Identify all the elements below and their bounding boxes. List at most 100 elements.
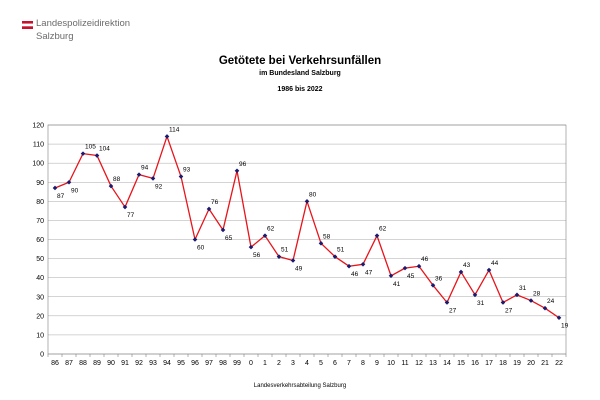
chart-title: Getötete bei Verkehrsunfällen (218, 55, 382, 67)
data-point (486, 267, 492, 273)
data-point (276, 254, 282, 259)
data-label: 87 (57, 193, 65, 200)
data-label: 56 (253, 252, 261, 259)
data-point (346, 263, 352, 269)
data-point (66, 179, 72, 185)
x-tick-label: 22 (555, 360, 563, 367)
data-point (248, 244, 254, 250)
y-tick-label: 110 (33, 142, 44, 149)
y-tick-label: 100 (32, 161, 44, 168)
data-label: 44 (491, 260, 499, 267)
x-tick-label: 94 (163, 360, 171, 367)
y-tick-label: 50 (36, 256, 44, 263)
x-tick-label: 13 (429, 360, 437, 367)
chart-period: 1986 bis 2022 (277, 86, 323, 93)
x-tick-label: 17 (485, 360, 493, 367)
series-line (54, 135, 560, 319)
data-label: 94 (141, 165, 149, 172)
x-tick-label: 0 (249, 360, 253, 367)
data-point (108, 183, 114, 189)
x-tick-label: 16 (471, 360, 479, 367)
x-tick-label: 91 (121, 360, 129, 367)
data-point (318, 241, 324, 246)
data-label: 31 (519, 285, 527, 292)
data-point (262, 233, 268, 238)
x-tick-label: 19 (513, 360, 521, 367)
data-label: 28 (533, 291, 541, 298)
y-tick-label: 90 (36, 180, 44, 187)
y-tick-label: 70 (36, 218, 44, 225)
data-label: 47 (365, 269, 373, 276)
organization-name: Landespolizeidirektion (36, 18, 131, 29)
x-tick-label: 97 (205, 360, 213, 367)
data-label: 88 (113, 176, 121, 183)
data-point (402, 265, 408, 271)
austria-flag-icon (22, 21, 33, 29)
x-tick-label: 11 (401, 360, 408, 367)
y-tick-label: 0 (40, 352, 44, 359)
plot-frame (47, 124, 567, 355)
x-tick-label: 95 (177, 360, 185, 367)
x-tick-label: 86 (51, 360, 59, 367)
x-tick-label: 15 (457, 360, 465, 367)
data-point (542, 305, 548, 311)
data-point (388, 273, 394, 279)
data-point (220, 227, 226, 233)
data-point (332, 254, 338, 259)
y-tick-label: 80 (36, 199, 44, 206)
x-tick-label: 5 (319, 360, 323, 367)
x-tick-label: 10 (387, 360, 395, 367)
data-point (360, 262, 366, 267)
data-point (556, 315, 562, 321)
data-label: 65 (225, 235, 233, 242)
data-point (444, 300, 450, 305)
x-tick-label: 20 (527, 360, 535, 367)
data-label: 27 (505, 307, 513, 314)
data-label: 114 (169, 126, 180, 133)
data-label: 41 (393, 281, 401, 288)
data-label: 49 (295, 265, 303, 272)
y-tick-label: 30 (36, 294, 44, 301)
data-label: 104 (99, 146, 110, 153)
data-point (94, 153, 100, 158)
data-point (164, 134, 170, 139)
data-label: 90 (71, 187, 79, 194)
y-tick-label: 20 (36, 313, 44, 320)
x-tick-label: 7 (347, 360, 351, 367)
data-point (500, 300, 506, 305)
data-label: 58 (323, 233, 331, 240)
data-label: 80 (309, 191, 317, 198)
y-tick-label: 40 (36, 275, 44, 282)
data-label: 76 (211, 199, 219, 206)
x-tick-label: 14 (443, 360, 451, 367)
data-point (122, 204, 128, 210)
data-point (416, 263, 422, 269)
data-label: 62 (379, 226, 387, 233)
data-point (514, 292, 520, 298)
data-point (528, 298, 534, 303)
data-label: 77 (127, 212, 135, 219)
x-tick-label: 88 (79, 360, 87, 367)
x-tick-label: 21 (541, 360, 549, 367)
x-tick-label: 1 (263, 360, 267, 367)
x-tick-label: 92 (135, 360, 143, 367)
data-label: 36 (435, 275, 443, 282)
x-tick-label: 12 (415, 360, 423, 367)
data-label: 19 (561, 323, 569, 330)
x-tick-label: 9 (375, 360, 379, 367)
x-tick-label: 90 (107, 360, 115, 367)
data-point (136, 172, 142, 177)
data-point (472, 292, 478, 298)
data-label: 27 (449, 307, 457, 314)
data-point (206, 206, 212, 212)
x-tick-label: 96 (191, 360, 199, 367)
data-point (430, 283, 436, 288)
x-tick-label: 3 (291, 360, 295, 367)
data-label: 46 (351, 271, 359, 278)
data-point (458, 269, 464, 275)
data-point (374, 233, 380, 238)
data-point (178, 174, 184, 179)
y-tick-label: 10 (36, 332, 44, 339)
data-point (290, 258, 296, 263)
